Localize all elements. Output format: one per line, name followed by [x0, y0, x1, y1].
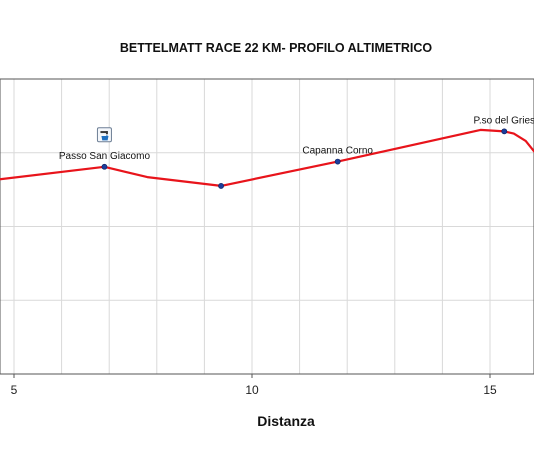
x-tick-label: 15 — [483, 383, 497, 397]
waypoint-marker — [334, 158, 341, 165]
elevation-line-series — [0, 128, 534, 187]
waypoint-label: Capanna Corno — [302, 146, 373, 157]
waypoint-label: Passo San Giacomo — [59, 151, 151, 162]
grid-lines — [0, 78, 534, 375]
waypoint-annotations: Passo San Giacomo Capanna Corno P.so del G… — [59, 115, 534, 189]
chart-title: BETTELMATT RACE 22 KM- PROFILO ALTIMETRI… — [120, 41, 433, 55]
waypoint-label: P.so del Gries — [474, 115, 534, 126]
waypoint-marker — [101, 163, 108, 170]
water-station-icon — [96, 127, 112, 143]
waypoint-marker — [218, 183, 224, 189]
plot-area-frame — [0, 78, 534, 375]
x-axis-ticks: 5 10 15 — [11, 374, 497, 397]
x-tick-label: 5 — [11, 383, 18, 397]
waypoint-marker — [501, 128, 508, 135]
elevation-line — [0, 128, 534, 187]
x-tick-label: 10 — [245, 383, 259, 397]
x-axis-label: Distanza — [257, 413, 315, 429]
